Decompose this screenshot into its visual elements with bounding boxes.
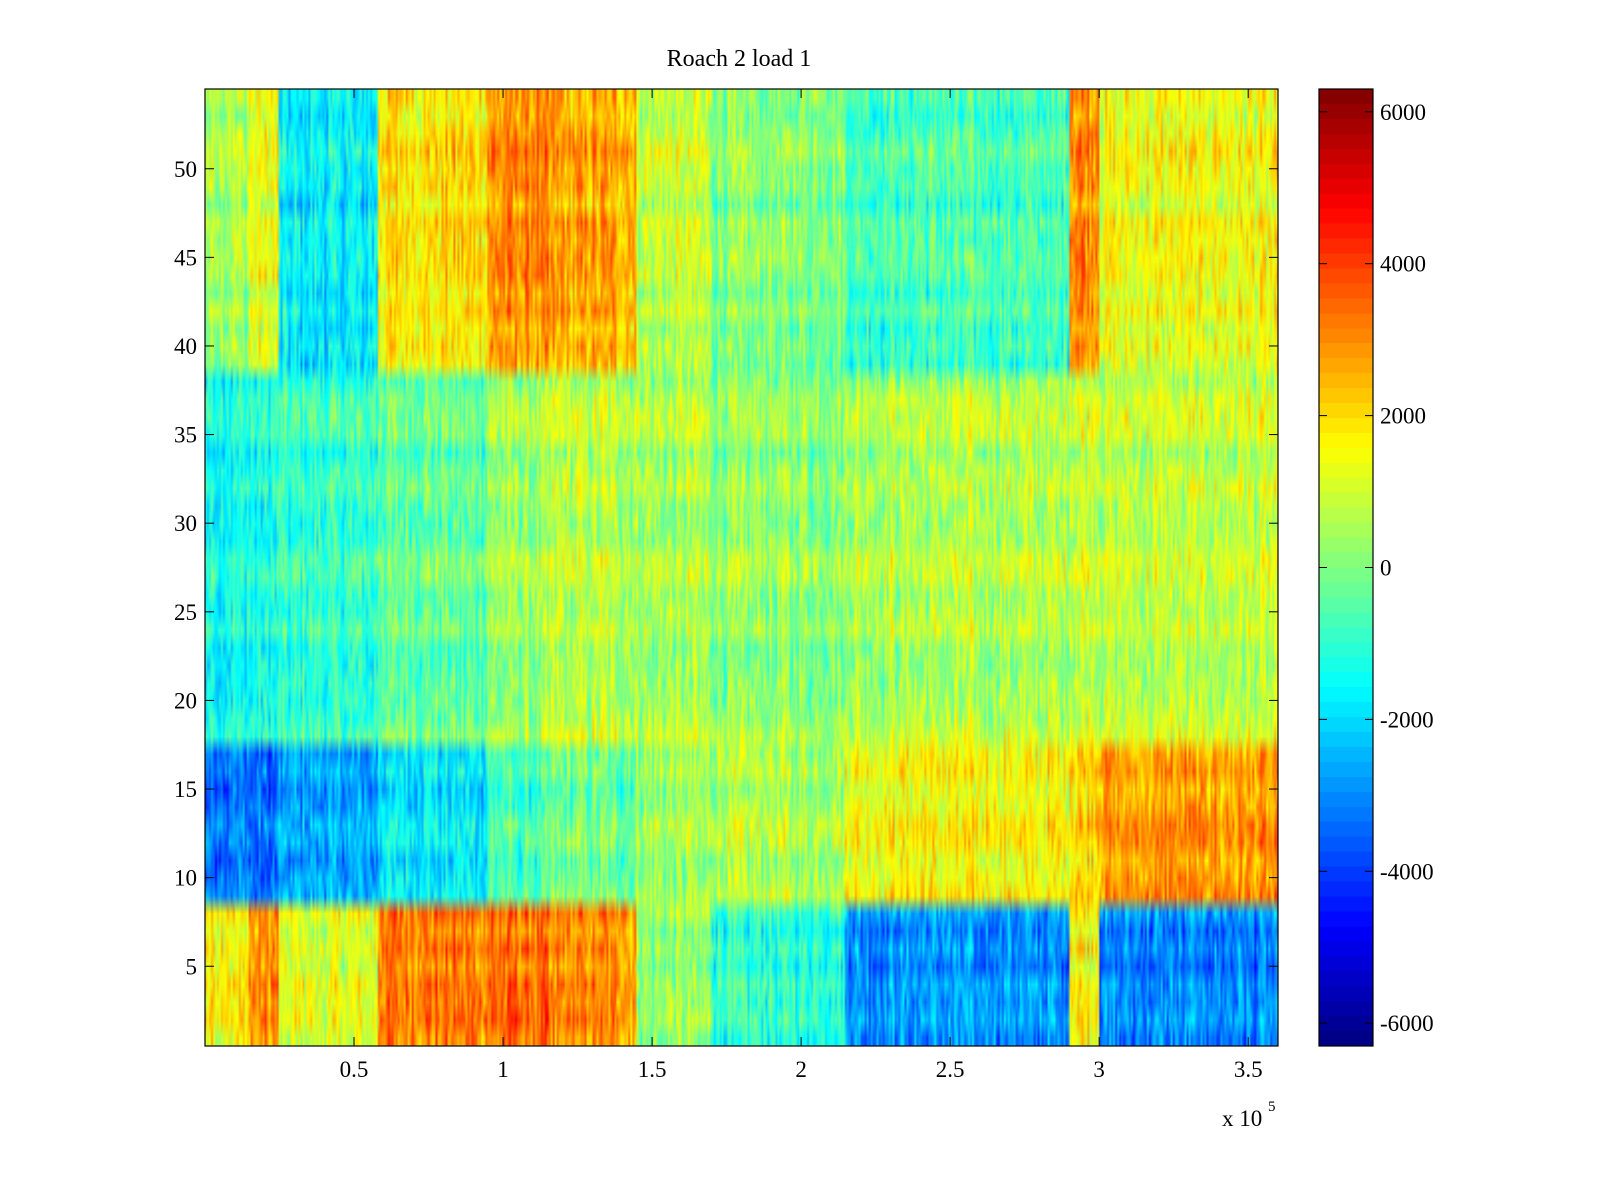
y-tick-label: 25 bbox=[174, 600, 197, 625]
y-tick-label: 20 bbox=[174, 688, 197, 713]
x-tick-label: 1.5 bbox=[638, 1057, 667, 1082]
colorbar-ticks: -6000 -4000 -2000 0 2000 4000 6000 bbox=[1319, 100, 1434, 1036]
y-tick-label: 5 bbox=[186, 954, 198, 979]
x-tick-label: 2.5 bbox=[936, 1057, 965, 1082]
y-tick-label: 35 bbox=[174, 423, 197, 448]
y-tick-label: 30 bbox=[174, 511, 197, 536]
plot-frame bbox=[204, 88, 1279, 1047]
colorbar-tick-label: -2000 bbox=[1380, 707, 1434, 732]
x-tick-label: 2 bbox=[795, 1057, 807, 1082]
x-tick-label: 3.5 bbox=[1234, 1057, 1263, 1082]
y-tick-label: 40 bbox=[174, 334, 197, 359]
chart-title: Roach 2 load 1 bbox=[667, 46, 812, 72]
colorbar-tick-label: 4000 bbox=[1380, 252, 1426, 277]
heatmap-plot bbox=[205, 89, 1278, 1046]
y-tick-label: 10 bbox=[174, 866, 197, 891]
colorbar-gradient bbox=[1319, 89, 1373, 1046]
x-tick-label: 3 bbox=[1093, 1057, 1105, 1082]
colorbar-tick-label: -4000 bbox=[1380, 859, 1434, 884]
x-axis-exponent-base: x 10 bbox=[1222, 1106, 1262, 1131]
colorbar-tick-label: 0 bbox=[1380, 556, 1392, 581]
y-tick-label: 15 bbox=[174, 777, 197, 802]
heatmap-image bbox=[205, 89, 1278, 1046]
y-tick-label: 50 bbox=[174, 157, 197, 182]
colorbar: -6000 -4000 -2000 0 2000 4000 6000 bbox=[1318, 88, 1434, 1047]
x-axis-exponent-power: 5 bbox=[1268, 1099, 1276, 1115]
colorbar-tick-label: 6000 bbox=[1380, 100, 1426, 125]
y-tick-label: 45 bbox=[174, 245, 197, 270]
x-tick-label: 0.5 bbox=[340, 1057, 369, 1082]
x-tick-label: 1 bbox=[497, 1057, 509, 1082]
y-axis: 5 10 15 20 25 30 35 40 45 50 bbox=[174, 157, 1278, 979]
colorbar-tick-label: 2000 bbox=[1380, 404, 1426, 429]
x-axis: 0.5 1 1.5 2 2.5 3 3.5 bbox=[340, 89, 1263, 1082]
colorbar-tick-label: -6000 bbox=[1380, 1011, 1434, 1036]
